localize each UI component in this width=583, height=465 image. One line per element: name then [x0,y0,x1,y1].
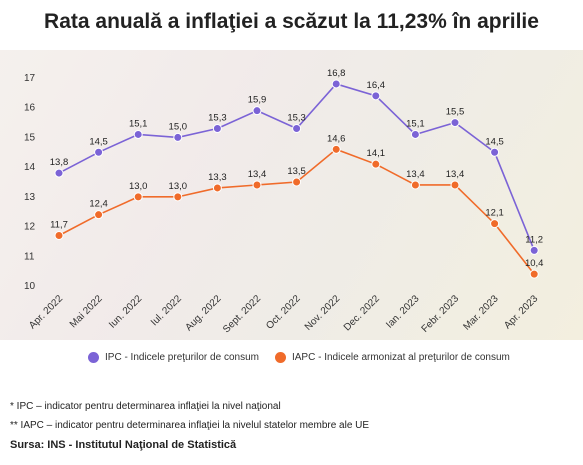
data-point [212,124,222,134]
data-label: 15,1 [129,118,148,129]
legend-item-ipc: IPC - Indicele preţurilor de consum [88,352,259,363]
legend-item-iapc: IAPC - Indicele armonizat al preţurilor … [274,352,510,363]
line-chart: 10 11 12 13 14 15 16 17 Apr. 2022 Mai 2022 Iun. 2… [24,68,544,335]
data-point [252,180,262,190]
x-tick-label: Mar. 2023 [461,293,501,333]
data-point [410,129,420,139]
data-label: 12,1 [485,208,504,219]
x-tick-label: Mai 2022 [68,293,105,330]
y-tick-label: 13 [24,192,36,203]
data-point [94,147,104,157]
data-label: 15,5 [446,107,465,118]
x-tick-label: Nov. 2022 [303,293,343,333]
data-point [252,106,262,116]
data-label: 13,0 [169,181,188,192]
data-label: 16,8 [327,68,346,79]
data-point [54,230,64,240]
data-point [292,177,302,187]
data-point [173,192,183,202]
data-label: 14,6 [327,133,346,144]
data-label: 13,0 [129,181,148,192]
chart-title: Rata anuală a inflaţiei a scăzut la 11,2… [44,10,539,33]
y-tick-label: 14 [24,162,36,173]
data-label: 14,5 [485,136,504,147]
data-point [410,180,420,190]
legend-swatch-ipc [88,352,99,363]
y-tick-label: 11 [24,251,35,262]
x-tick-label: Apr. 2022 [27,293,65,331]
data-point [490,147,500,157]
series-points [54,79,539,279]
legend-label-ipc: IPC - Indicele preţurilor de consum [105,352,259,363]
data-label: 14,1 [367,148,386,159]
data-label: 10,4 [525,258,544,269]
note-ipc: * IPC – indicator pentru determinarea in… [10,401,281,412]
data-point [173,132,183,142]
x-tick-label: Febr. 2023 [420,293,462,335]
data-label: 15,3 [208,113,227,124]
data-label: 11,7 [50,219,68,230]
data-point [490,219,500,229]
data-label: 15,0 [169,121,188,132]
data-label: 15,9 [248,95,267,106]
data-point [331,144,341,154]
x-tick-label: Aug. 2022 [183,293,223,333]
data-point [371,159,381,169]
data-label: 13,3 [208,172,227,183]
data-label: 13,4 [248,169,267,180]
data-point [94,210,104,220]
y-tick-label: 12 [24,222,36,233]
x-tick-label: Apr. 2023 [502,293,540,331]
data-label: 12,4 [89,199,108,210]
y-tick-label: 15 [24,132,36,143]
data-point [529,245,539,255]
data-label: 16,4 [367,80,386,91]
data-labels: 13,8 14,5 15,1 15,0 15,3 15,9 15,3 16,8 16,4 15,1… [50,68,544,269]
x-tick-label: Iul. 2022 [149,293,184,328]
data-point [450,118,460,128]
x-tick-label: Dec. 2022 [342,293,382,333]
data-point [133,192,143,202]
data-point [212,183,222,193]
y-axis-ticks: 10 11 12 13 14 15 16 17 [24,73,36,292]
data-point [54,168,64,178]
x-tick-label: Ian. 2023 [384,293,422,331]
data-label: 15,3 [287,113,306,124]
data-label: 14,5 [89,136,108,147]
data-label: 11,2 [525,234,543,245]
y-tick-label: 17 [24,73,36,84]
background-image [0,50,583,340]
data-point [292,124,302,134]
y-tick-label: 10 [24,281,36,292]
data-label: 15,1 [406,118,425,129]
data-label: 13,4 [406,169,425,180]
source-text: Sursa: INS - Institutul Naţional de Stat… [10,439,237,451]
x-tick-label: Sept. 2022 [221,293,263,335]
data-point [450,180,460,190]
data-point [529,269,539,279]
data-point [331,79,341,89]
data-label: 13,5 [287,166,306,177]
data-label: 13,4 [446,169,465,180]
x-axis-ticks: Apr. 2022 Mai 2022 Iun. 2022 Iul. 2022 Aug. … [27,293,541,335]
y-tick-label: 16 [24,103,36,114]
legend-swatch-iapc [274,352,286,363]
data-label: 13,8 [50,157,69,168]
data-point [371,91,381,101]
legend: IPC - Indicele preţurilor de consum IAPC… [88,352,526,363]
x-tick-label: Iun. 2022 [107,293,145,331]
x-tick-label: Oct. 2022 [264,293,303,332]
note-iapc: ** IAPC – indicator pentru determinarea … [10,420,370,431]
data-point [133,129,143,139]
legend-label-iapc: IAPC - Indicele armonizat al preţurilor … [291,352,510,363]
